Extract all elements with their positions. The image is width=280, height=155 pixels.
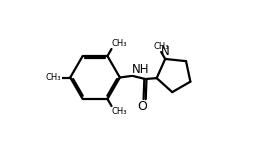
Text: CH₃: CH₃ bbox=[46, 73, 61, 82]
Text: N: N bbox=[161, 46, 170, 58]
Text: CH₃: CH₃ bbox=[112, 39, 127, 48]
Text: CH₃: CH₃ bbox=[112, 107, 127, 116]
Text: O: O bbox=[137, 100, 147, 113]
Text: CH₃: CH₃ bbox=[153, 42, 169, 51]
Text: NH: NH bbox=[132, 63, 149, 76]
